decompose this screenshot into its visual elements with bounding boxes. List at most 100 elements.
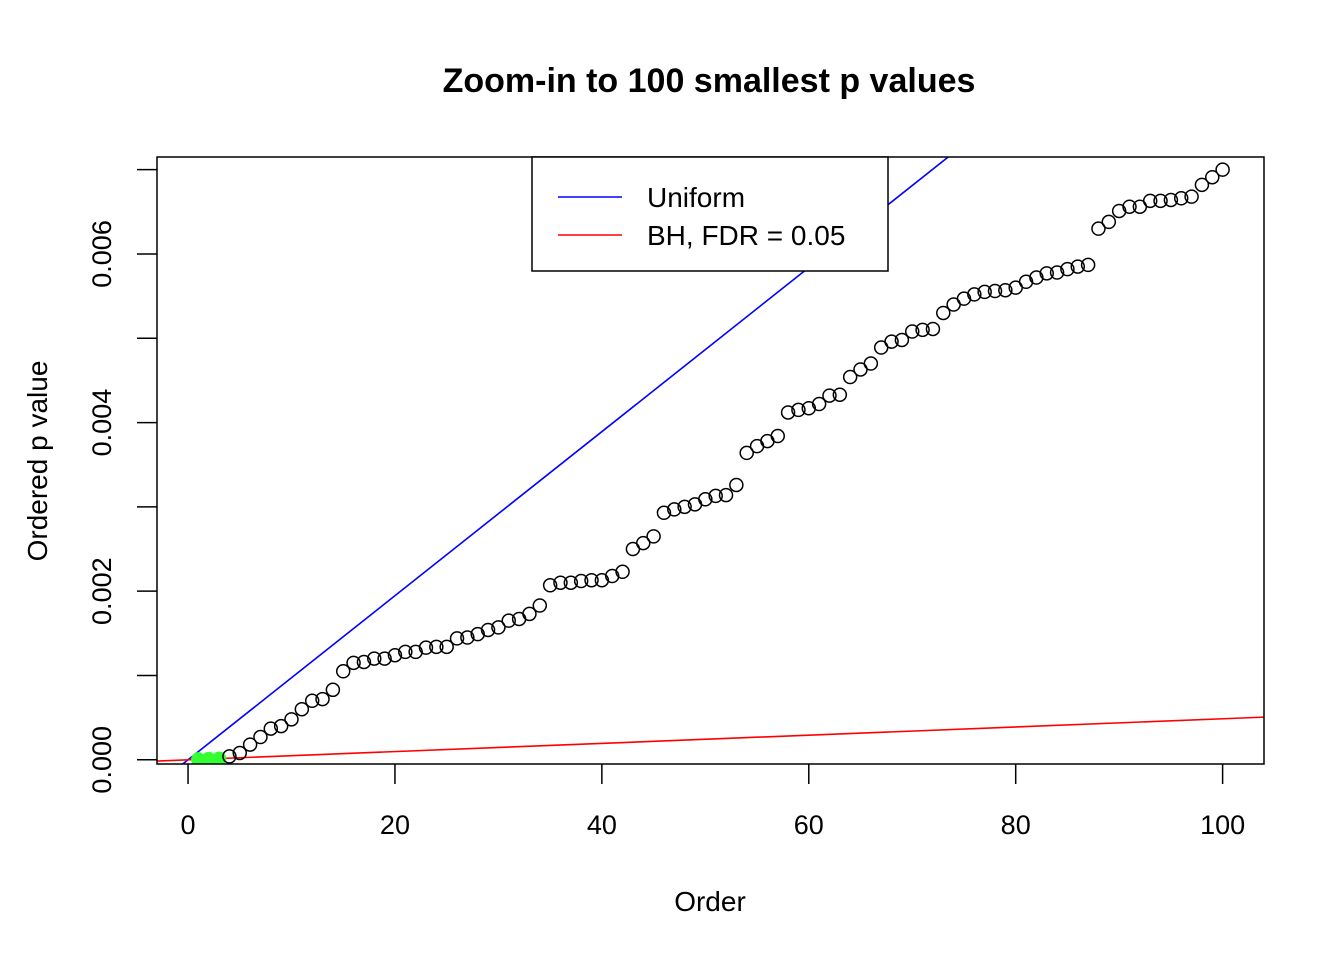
data-point xyxy=(646,529,661,544)
data-point xyxy=(460,630,475,645)
data-point xyxy=(1205,169,1220,185)
data-point xyxy=(1163,192,1179,208)
data-point xyxy=(1070,259,1086,274)
data-point xyxy=(801,400,817,416)
data-point xyxy=(1122,199,1137,214)
data-point xyxy=(522,606,537,622)
data-point xyxy=(811,396,827,412)
x-tick-label: 20 xyxy=(380,810,410,840)
data-point xyxy=(1039,266,1054,281)
data-point xyxy=(263,721,279,736)
data-point xyxy=(232,745,248,761)
data-point xyxy=(1153,193,1168,209)
data-point xyxy=(273,718,289,734)
data-point xyxy=(842,369,858,385)
data-point xyxy=(242,737,258,752)
data-point xyxy=(936,305,951,321)
data-point xyxy=(604,568,620,584)
data-point xyxy=(904,324,920,339)
data-point xyxy=(253,729,268,745)
data-point xyxy=(294,701,310,717)
data-point xyxy=(956,291,972,306)
data-point xyxy=(449,631,465,646)
data-point xyxy=(863,356,879,371)
data-point xyxy=(1194,177,1210,193)
chart-title: Zoom-in to 100 smallest p values xyxy=(443,62,976,100)
data-point xyxy=(894,332,910,348)
data-point xyxy=(656,505,672,521)
legend: Uniform BH, FDR = 0.05 xyxy=(531,156,889,272)
data-point xyxy=(367,651,382,666)
data-point xyxy=(470,626,485,642)
data-point xyxy=(573,573,589,589)
reference-line-0 xyxy=(181,157,950,764)
data-point xyxy=(729,477,744,493)
data-point xyxy=(532,598,548,613)
data-point xyxy=(925,321,941,337)
data-point xyxy=(739,445,754,461)
data-point xyxy=(335,664,351,679)
data-point xyxy=(377,651,392,666)
data-point xyxy=(1029,270,1044,285)
data-point xyxy=(356,654,372,670)
data-point xyxy=(584,572,599,588)
data-point xyxy=(832,387,848,402)
data-point xyxy=(1018,274,1034,290)
data-point xyxy=(284,712,299,727)
legend-box xyxy=(531,156,889,272)
data-point xyxy=(304,693,320,709)
y-tick-label: 0.006 xyxy=(87,220,117,288)
data-point xyxy=(1049,265,1065,280)
legend-label-bh: BH, FDR = 0.05 xyxy=(647,220,845,251)
x-tick-label: 100 xyxy=(1200,810,1245,840)
y-tick-label: 0.004 xyxy=(87,389,117,457)
data-point xyxy=(636,535,651,551)
data-point xyxy=(398,644,413,660)
data-point xyxy=(594,572,610,588)
y-axis-label: Ordered p value xyxy=(22,361,53,562)
data-point xyxy=(791,402,806,418)
data-point xyxy=(780,405,796,420)
y-tick-label: 0.002 xyxy=(87,557,117,625)
data-point xyxy=(667,502,682,517)
data-point xyxy=(315,691,330,707)
data-point xyxy=(1060,261,1075,277)
data-point xyxy=(708,488,723,504)
x-axis: 0 20 40 60 80 100 xyxy=(181,764,1245,840)
plot-area xyxy=(156,156,1265,765)
data-point xyxy=(1080,257,1096,273)
data-point xyxy=(222,749,237,764)
data-point xyxy=(1142,193,1158,209)
data-point xyxy=(1184,189,1199,204)
data-point xyxy=(677,499,692,515)
legend-label-uniform: Uniform xyxy=(647,182,745,213)
y-axis: 0.000 0.002 0.004 0.006 xyxy=(87,168,157,794)
data-point xyxy=(998,282,1013,298)
data-point xyxy=(698,492,713,507)
data-point xyxy=(822,388,837,403)
reference-lines xyxy=(157,157,1264,764)
data-point xyxy=(346,655,361,671)
data-point xyxy=(563,575,579,590)
data-point xyxy=(1101,214,1117,230)
reference-line-1 xyxy=(157,716,1264,762)
data-point xyxy=(915,322,930,338)
data-point xyxy=(387,647,403,663)
data-point xyxy=(718,487,734,503)
x-tick-label: 80 xyxy=(1001,810,1031,840)
data-point xyxy=(1091,221,1106,236)
data-point xyxy=(987,283,1003,299)
data-point xyxy=(553,575,568,590)
data-point xyxy=(615,564,630,580)
data-point xyxy=(1215,162,1230,177)
data-point xyxy=(418,640,434,655)
data-point xyxy=(1173,191,1189,206)
data-point xyxy=(1111,203,1127,219)
data-point xyxy=(429,639,444,655)
x-axis-label: Order xyxy=(674,886,746,917)
data-point xyxy=(542,578,558,593)
x-tick-label: 40 xyxy=(587,810,617,840)
x-tick-label: 0 xyxy=(181,810,196,840)
data-point xyxy=(491,620,506,635)
